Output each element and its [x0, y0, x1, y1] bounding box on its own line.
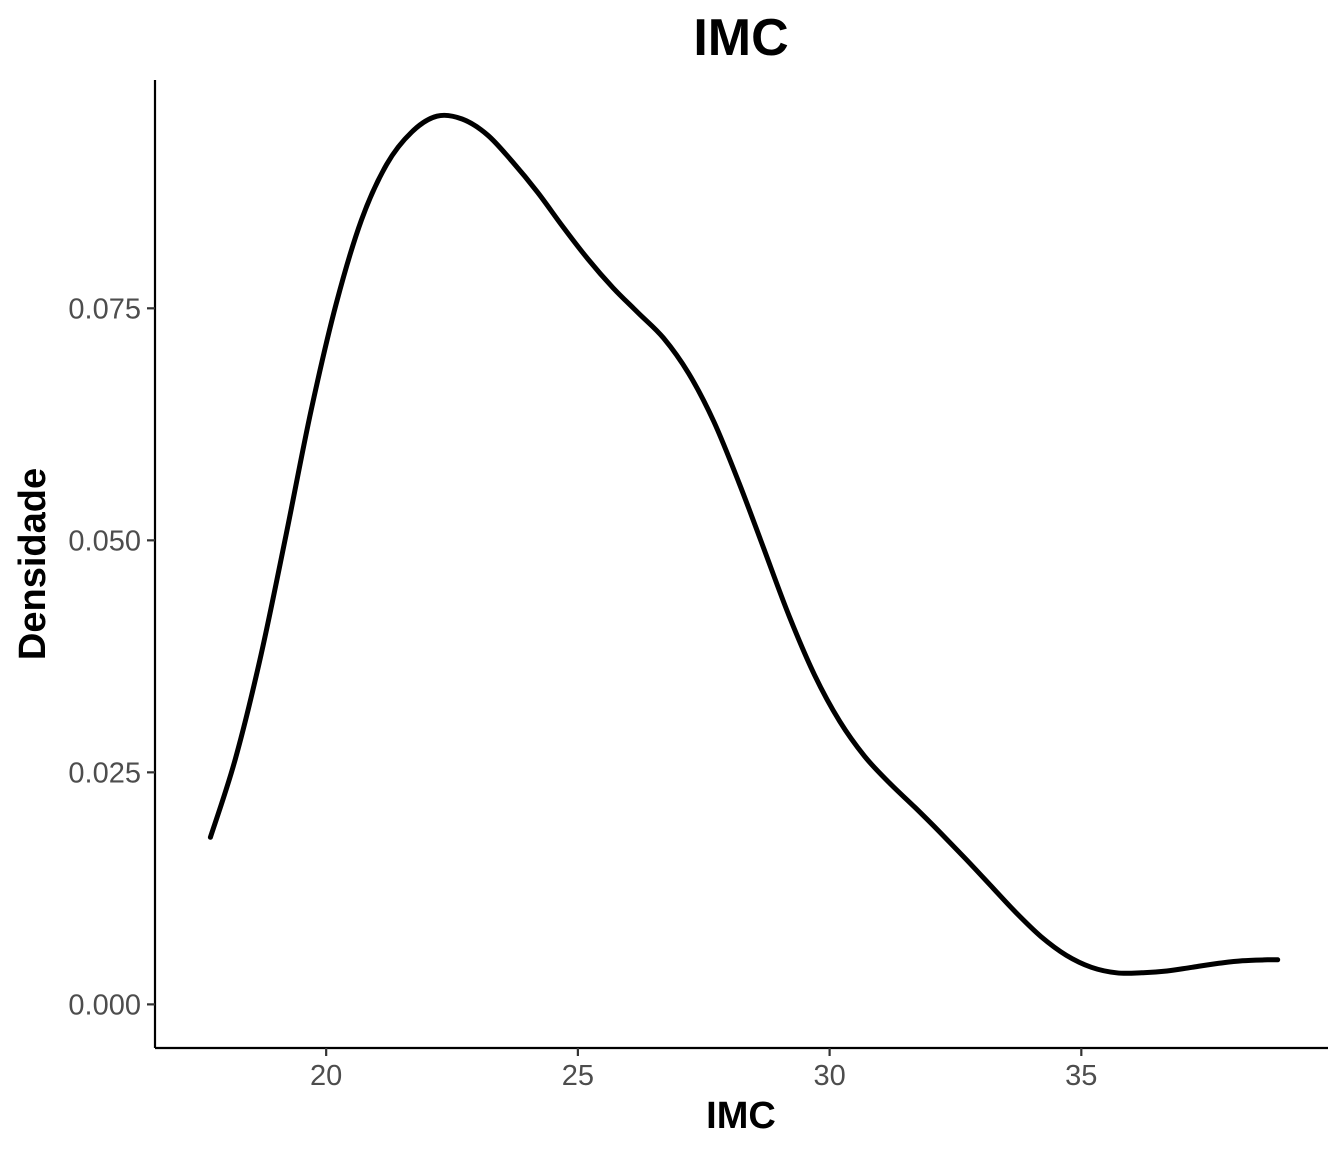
y-axis-ticks: 0.000 0.025 0.050 0.075 [68, 293, 155, 1021]
x-tick-label: 35 [1065, 1060, 1097, 1092]
x-tick-label: 25 [562, 1060, 594, 1092]
y-axis-title: Densidade [12, 468, 54, 660]
density-curve [207, 112, 1281, 976]
x-axis-title: IMC [706, 1095, 776, 1137]
plot-area: 20 25 30 35 0.000 0.025 0.050 0.075 [68, 80, 1328, 1092]
y-tick-label: 0.075 [68, 293, 141, 325]
y-tick-label: 0.050 [68, 525, 141, 557]
y-tick-label: 0.000 [68, 989, 141, 1021]
x-tick-label: 30 [813, 1060, 845, 1092]
y-tick-label: 0.025 [68, 757, 141, 789]
x-tick-label: 20 [310, 1060, 342, 1092]
chart-title: IMC [693, 9, 788, 67]
x-axis-ticks: 20 25 30 35 [310, 1048, 1097, 1092]
